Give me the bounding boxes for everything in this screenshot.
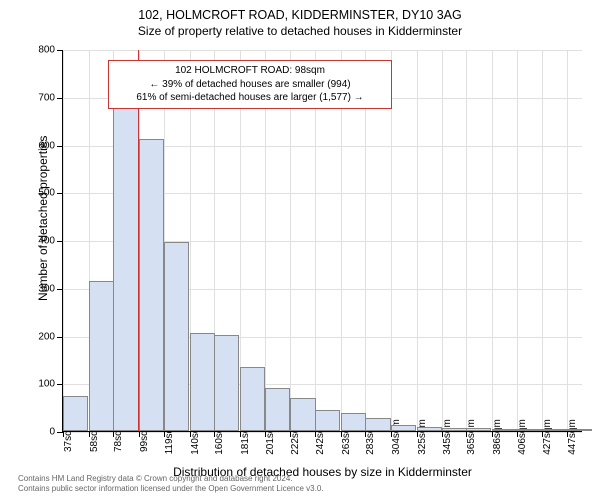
- y-tick-label: 200: [38, 331, 55, 342]
- histogram-bar: [63, 396, 88, 431]
- x-tick-label: 325sqm: [417, 419, 428, 455]
- y-tick-label: 600: [38, 140, 55, 151]
- histogram-bar: [466, 428, 491, 431]
- grid-line-y: [63, 50, 582, 51]
- x-tick-label: 365sqm: [466, 419, 477, 455]
- grid-line-x: [417, 50, 418, 431]
- histogram-bar: [315, 410, 340, 431]
- histogram-bar: [265, 388, 290, 431]
- chart-container: 102, HOLMCROFT ROAD, KIDDERMINSTER, DY10…: [0, 0, 600, 500]
- histogram-bar: [365, 418, 390, 431]
- histogram-bar: [139, 139, 164, 431]
- y-tick-label: 700: [38, 92, 55, 103]
- grid-line-x: [442, 50, 443, 431]
- x-tick-label: 447sqm: [567, 419, 578, 455]
- footer-line2: Contains public sector information licen…: [18, 484, 324, 494]
- histogram-bar: [89, 281, 114, 431]
- histogram-bar: [164, 242, 189, 431]
- histogram-bar: [113, 97, 138, 431]
- annotation-line: ← 39% of detached houses are smaller (99…: [115, 78, 385, 92]
- chart-subtitle: Size of property relative to detached ho…: [0, 24, 600, 38]
- histogram-bar: [190, 333, 215, 431]
- annotation-line: 61% of semi-detached houses are larger (…: [115, 91, 385, 105]
- y-tick-label: 500: [38, 188, 55, 199]
- footer-attribution: Contains HM Land Registry data © Crown c…: [18, 474, 324, 494]
- histogram-bar: [290, 398, 315, 431]
- grid-line-x: [466, 50, 467, 431]
- histogram-bar: [214, 335, 239, 431]
- grid-line-x: [517, 50, 518, 431]
- histogram-bar: [417, 427, 442, 431]
- annotation-line: 102 HOLMCROFT ROAD: 98sqm: [115, 64, 385, 78]
- x-tick-label: 386sqm: [492, 419, 503, 455]
- grid-line-x: [492, 50, 493, 431]
- chart-title: 102, HOLMCROFT ROAD, KIDDERMINSTER, DY10…: [0, 0, 600, 22]
- plot-area: Number of detached properties Distributi…: [62, 50, 582, 432]
- grid-line-x: [63, 50, 64, 431]
- y-tick-label: 800: [38, 45, 55, 56]
- grid-line-x: [567, 50, 568, 431]
- x-tick-label: 406sqm: [517, 419, 528, 455]
- y-tick-label: 300: [38, 283, 55, 294]
- histogram-bar: [240, 367, 265, 431]
- y-tick-label: 0: [49, 427, 55, 438]
- annotation-box: 102 HOLMCROFT ROAD: 98sqm← 39% of detach…: [108, 60, 392, 109]
- y-tick-label: 400: [38, 236, 55, 247]
- histogram-bar: [542, 429, 567, 431]
- histogram-bar: [341, 413, 366, 431]
- x-tick-label: 427sqm: [542, 419, 553, 455]
- histogram-bar: [492, 429, 517, 431]
- y-tick-label: 100: [38, 379, 55, 390]
- histogram-bar: [567, 429, 592, 431]
- grid-line-x: [542, 50, 543, 431]
- histogram-bar: [391, 425, 416, 431]
- histogram-bar: [517, 429, 542, 431]
- histogram-bar: [442, 428, 467, 431]
- x-tick-label: 345sqm: [442, 419, 453, 455]
- footer-line1: Contains HM Land Registry data © Crown c…: [18, 474, 324, 484]
